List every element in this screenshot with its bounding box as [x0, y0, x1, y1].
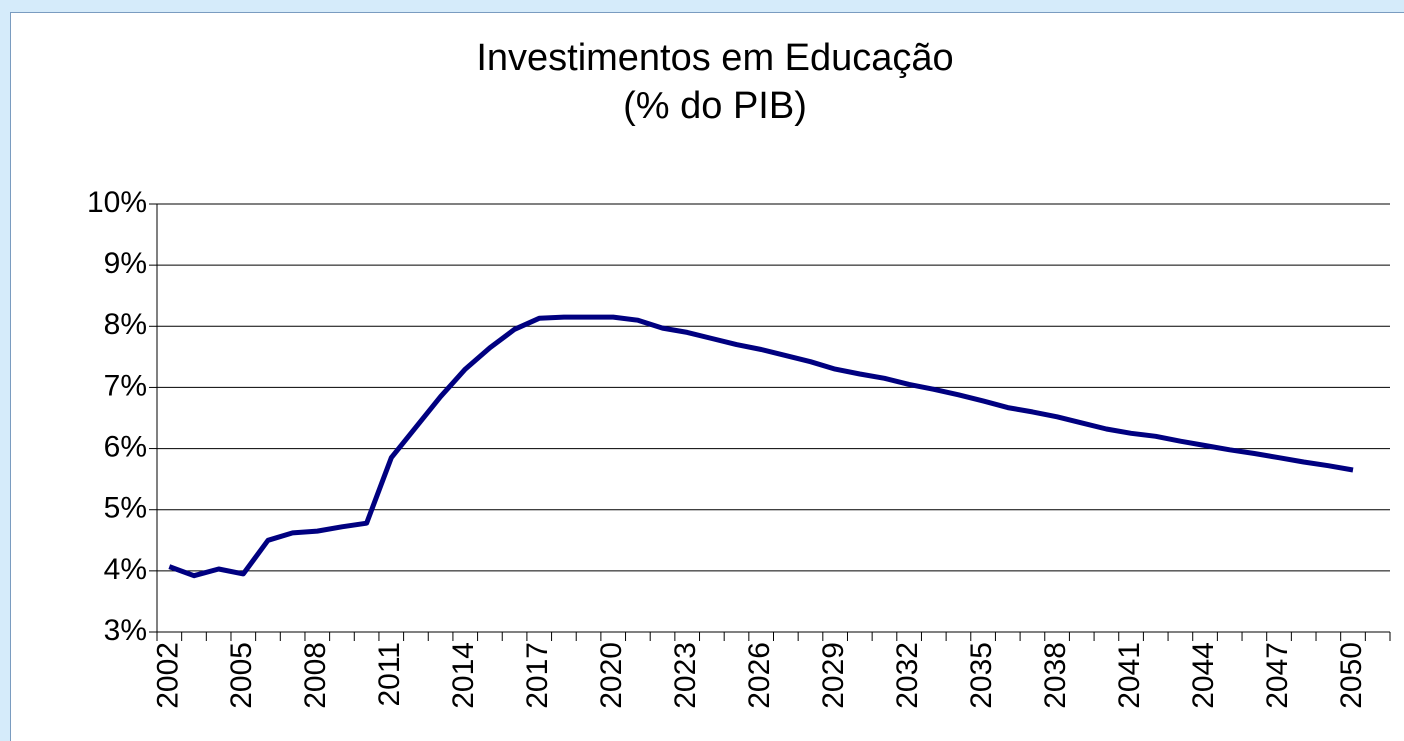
y-tick-label: 9%: [104, 247, 147, 280]
x-tick-label: 2038: [1039, 642, 1072, 709]
x-tick-label: 2005: [225, 642, 258, 709]
x-tick-label: 2047: [1261, 642, 1294, 709]
chart-title: Investimentos em Educação: [476, 37, 953, 79]
x-tick-label: 2026: [743, 642, 776, 709]
y-tick-label: 10%: [87, 186, 147, 219]
x-tick-label: 2050: [1335, 642, 1368, 709]
x-tick-label: 2035: [965, 642, 998, 709]
y-tick-label: 8%: [104, 308, 147, 341]
y-tick-label: 6%: [104, 430, 147, 463]
x-tick-label: 2014: [447, 642, 480, 709]
y-tick-label: 7%: [104, 369, 147, 402]
x-tick-label: 2011: [373, 642, 406, 707]
chart-panel: [10, 12, 1404, 741]
x-tick-label: 2020: [595, 642, 628, 709]
x-tick-label: 2023: [669, 642, 702, 709]
y-tick-label: 4%: [104, 553, 147, 586]
x-tick-label: 2044: [1187, 642, 1220, 709]
data-line: [168, 314, 1354, 579]
x-tick-label: 2002: [151, 642, 184, 709]
y-tick-label: 5%: [104, 492, 147, 525]
y-tick-label: 3%: [104, 614, 147, 647]
x-tick-label: 2032: [891, 642, 924, 709]
chart-subtitle: (% do PIB): [623, 85, 807, 127]
x-tick-label: 2008: [299, 642, 332, 709]
x-tick-label: 2017: [521, 642, 554, 709]
x-tick-label: 2029: [817, 642, 850, 709]
x-tick-label: 2041: [1113, 642, 1146, 709]
